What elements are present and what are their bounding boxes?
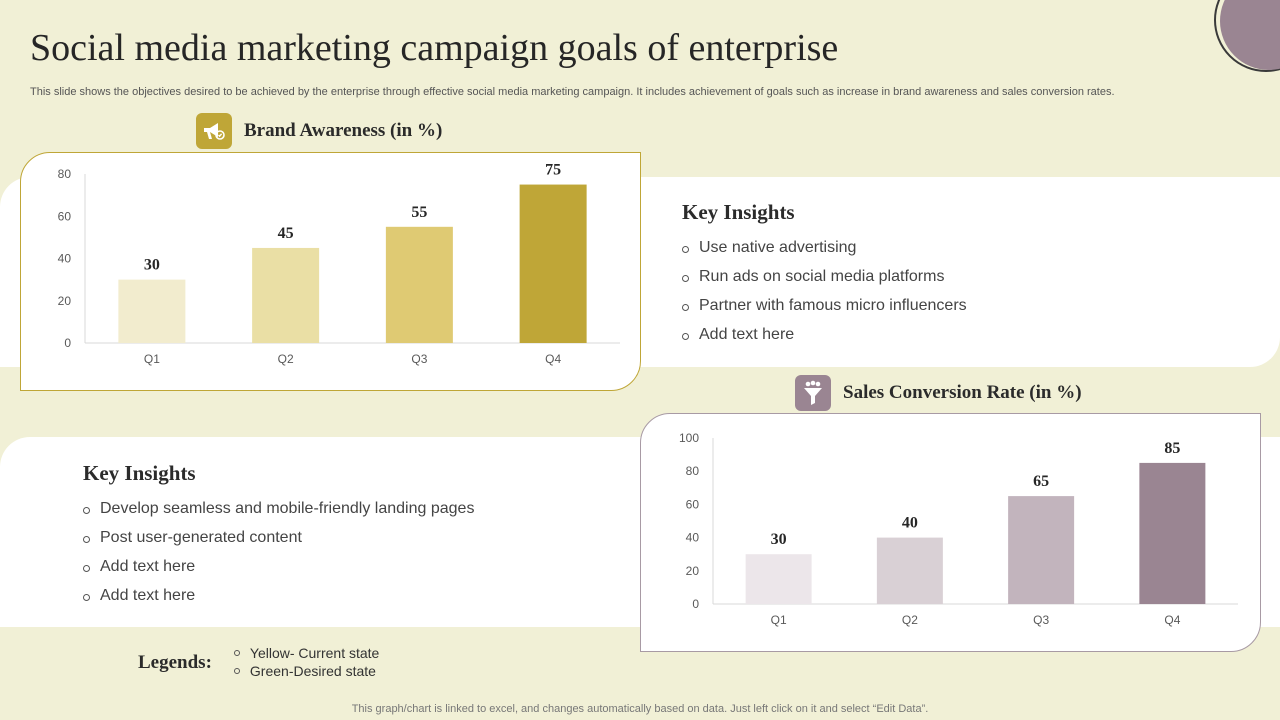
list-item: Partner with famous micro influencers — [682, 297, 967, 326]
x-tick-label: Q1 — [771, 613, 787, 627]
x-tick-label: Q3 — [411, 352, 427, 366]
y-tick-label: 80 — [58, 167, 72, 181]
list-item-text: Develop seamless and mobile-friendly lan… — [100, 500, 475, 517]
data-label: 55 — [411, 204, 427, 221]
list-item: Develop seamless and mobile-friendly lan… — [83, 500, 474, 529]
megaphone-icon — [196, 113, 232, 149]
bullet-icon — [682, 333, 689, 340]
funnel-icon — [795, 375, 831, 411]
data-label: 45 — [278, 225, 294, 242]
brand-awareness-chart: 0 20 40 60 80 30 Q1 45 Q2 55 Q3 75 Q4 — [58, 162, 620, 366]
bar — [876, 537, 943, 604]
y-tick-label: 80 — [686, 464, 700, 478]
legend-item-text: Green-Desired state — [249, 663, 376, 679]
list-item: Add text here — [83, 587, 474, 616]
y-tick-label: 60 — [58, 209, 72, 223]
bar — [519, 184, 587, 343]
bar — [1139, 462, 1206, 604]
data-label: 40 — [902, 515, 918, 532]
y-tick-label: 20 — [686, 564, 700, 578]
sales-conversion-chart: 0 20 40 60 80 100 30 Q1 40 Q2 65 Q3 85 Q4 — [679, 431, 1238, 627]
key-insights-brand: Key Insights Use native advertising Run … — [682, 200, 967, 355]
list-item-text: Run ads on social media platforms — [699, 268, 945, 285]
bullet-icon — [83, 565, 90, 572]
bullet-icon — [682, 304, 689, 311]
x-tick-label: Q3 — [1033, 613, 1049, 627]
sales-conversion-title: Sales Conversion Rate (in %) — [843, 382, 1082, 403]
key-insights-sales: Key Insights Develop seamless and mobile… — [83, 461, 474, 616]
list-item-text: Add text here — [699, 326, 795, 343]
legend-item: Green-Desired state — [233, 663, 379, 681]
list-item: Run ads on social media platforms — [682, 268, 967, 297]
legend-item: Yellow- Current state — [233, 645, 380, 663]
list-item-text: Use native advertising — [699, 239, 857, 256]
bar — [252, 247, 320, 343]
x-tick-label: Q2 — [278, 352, 294, 366]
data-label: 75 — [545, 162, 561, 179]
bullet-icon — [682, 246, 689, 253]
bullet-icon — [83, 536, 90, 543]
y-tick-label: 0 — [64, 336, 71, 350]
legend-item-text: Yellow- Current state — [249, 645, 380, 661]
y-tick-label: 0 — [692, 597, 699, 611]
bar — [118, 279, 186, 343]
key-insights-heading: Key Insights — [83, 461, 196, 485]
x-tick-label: Q2 — [902, 613, 918, 627]
bullet-icon — [83, 507, 90, 514]
x-tick-label: Q4 — [545, 352, 561, 366]
list-item-text: Add text here — [100, 587, 196, 604]
list-item-text: Add text here — [100, 558, 196, 575]
list-item: Use native advertising — [682, 239, 967, 268]
list-item: Post user-generated content — [83, 529, 474, 558]
page-title: Social media marketing campaign goals of… — [30, 27, 839, 69]
brand-awareness-title: Brand Awareness (in %) — [244, 120, 443, 141]
bullet-icon — [233, 650, 240, 656]
bar — [385, 226, 453, 343]
brand-awareness-header: Brand Awareness (in %) — [196, 113, 442, 149]
bar — [745, 554, 812, 604]
y-tick-label: 100 — [679, 431, 699, 445]
page-subtitle: This slide shows the objectives desired … — [30, 86, 1115, 98]
decorative-circle — [1220, 0, 1280, 70]
legends-list: Yellow- Current state Green-Desired stat… — [233, 645, 380, 681]
legends: Legends: Yellow- Current state Green-Des… — [138, 645, 379, 681]
legends-title: Legends: — [138, 652, 212, 673]
list-item: Add text here — [682, 326, 967, 355]
x-tick-label: Q1 — [144, 352, 160, 366]
y-tick-label: 60 — [686, 497, 700, 511]
list-item-text: Partner with famous micro influencers — [699, 297, 967, 314]
bullet-icon — [233, 668, 240, 674]
key-insights-list: Use native advertising Run ads on social… — [682, 239, 967, 355]
y-tick-label: 40 — [58, 252, 72, 266]
footer-note: This graph/chart is linked to excel, and… — [351, 703, 929, 715]
bullet-icon — [682, 275, 689, 282]
data-label: 30 — [144, 257, 160, 274]
data-label: 65 — [1033, 473, 1049, 490]
sales-conversion-header: Sales Conversion Rate (in %) — [795, 375, 1082, 411]
key-insights-heading: Key Insights — [682, 200, 795, 224]
bar — [1008, 496, 1075, 604]
key-insights-list: Develop seamless and mobile-friendly lan… — [83, 500, 474, 616]
list-item: Add text here — [83, 558, 474, 587]
y-tick-label: 20 — [58, 294, 72, 308]
list-item-text: Post user-generated content — [100, 529, 302, 546]
bullet-icon — [83, 594, 90, 601]
x-tick-label: Q4 — [1164, 613, 1180, 627]
y-tick-label: 40 — [686, 531, 700, 545]
data-label: 30 — [771, 531, 787, 548]
data-label: 85 — [1164, 440, 1180, 457]
